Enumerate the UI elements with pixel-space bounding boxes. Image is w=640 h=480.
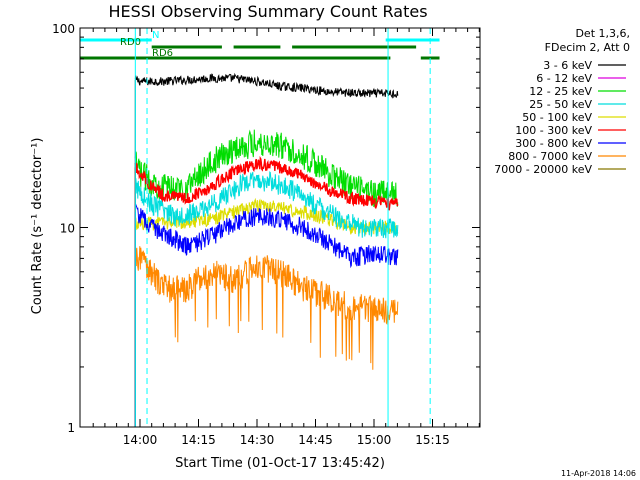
x-tick-label: 15:15 xyxy=(415,433,450,447)
x-tick-label: 14:15 xyxy=(181,433,216,447)
x-tick-label: 15:00 xyxy=(357,433,392,447)
y-tick-label: 10 xyxy=(60,222,75,236)
flag-label-rd0: RD0 xyxy=(120,37,141,48)
flag-label-n: N xyxy=(152,30,159,41)
y-axis-label: Count Rate (s⁻¹ detector⁻¹) xyxy=(30,138,45,315)
x-axis-label: Start Time (01-Oct-17 13:45:42) xyxy=(175,456,385,471)
series-layer xyxy=(134,72,399,427)
legend-header-line-2: FDecim 2, Att 0 xyxy=(545,41,630,54)
legend-entry-label: 300 - 800 keV xyxy=(515,137,592,150)
chart-title: HESSI Observing Summary Count Rates xyxy=(108,2,427,21)
series-12-25-kev xyxy=(134,129,399,427)
legend-entry-label: 800 - 7000 keV xyxy=(508,150,592,163)
y-tick-label: 100 xyxy=(52,22,75,36)
series-800-7000-kev xyxy=(134,243,399,427)
legend-header-line-1: Det 1,3,6, xyxy=(575,27,630,40)
legend-entry-label: 7000 - 20000 keV xyxy=(494,163,592,176)
legend-entry-label: 3 - 6 keV xyxy=(543,59,592,72)
x-tick-label: 14:30 xyxy=(240,433,275,447)
legend-entry-label: 6 - 12 keV xyxy=(536,72,592,85)
legend-entry-label: 100 - 300 keV xyxy=(515,124,592,137)
series-3-6-kev xyxy=(134,72,399,427)
x-tick-label: 14:45 xyxy=(298,433,333,447)
legend-entry-label: 50 - 100 keV xyxy=(522,111,592,124)
legend-entry-label: 12 - 25 keV xyxy=(529,85,592,98)
vertical-line-layer xyxy=(134,28,431,427)
flag-layer: N RD0 RD6 xyxy=(80,30,440,60)
legend-entry-label: 25 - 50 keV xyxy=(529,98,592,111)
y-tick-label: 1 xyxy=(67,421,75,435)
x-tick-label: 14:00 xyxy=(123,433,158,447)
flag-label-rd6: RD6 xyxy=(152,48,173,59)
footer-timestamp: 11-Apr-2018 14:06 xyxy=(561,469,636,478)
axis-layer: 14:00 14:15 14:30 14:45 15:00 15:15 1 10 100 xyxy=(52,22,480,447)
